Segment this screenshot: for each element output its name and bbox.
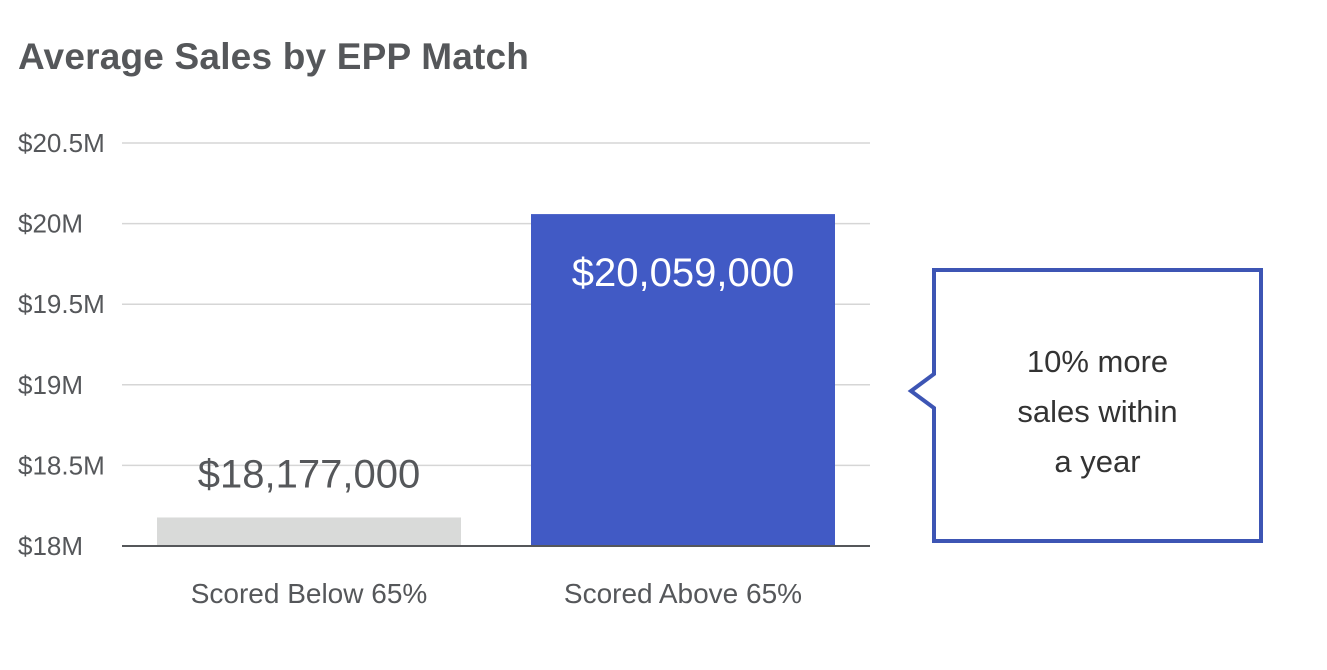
bars [157, 214, 835, 546]
category-label: Scored Above 65% [564, 578, 802, 609]
y-tick-label: $20.5M [18, 128, 105, 158]
data-label: $18,177,000 [198, 452, 420, 496]
bar [531, 214, 835, 546]
y-tick-label: $19.5M [18, 289, 105, 319]
callout-line: sales within [1017, 394, 1177, 429]
callout-box [907, 268, 1263, 543]
callout-line: a year [1054, 444, 1140, 479]
y-tick-label: $18M [18, 531, 83, 561]
chart-title: Average Sales by EPP Match [18, 36, 530, 77]
y-tick-label: $20M [18, 209, 83, 239]
category-label: Scored Below 65% [191, 578, 428, 609]
category-labels: Scored Below 65% Scored Above 65% [191, 578, 802, 609]
callout-annotation: 10% more sales within a year [907, 268, 1263, 543]
bar [157, 517, 461, 546]
data-labels: $18,177,000 $20,059,000 [198, 251, 794, 496]
data-label: $20,059,000 [572, 251, 794, 295]
callout-text: 10% more sales within a year [1017, 344, 1177, 479]
y-tick-label: $18.5M [18, 450, 105, 480]
callout-line: 10% more [1027, 344, 1168, 379]
y-tick-label: $19M [18, 370, 83, 400]
y-axis-ticks: $18M $18.5M $19M $19.5M $20M $20.5M [18, 128, 105, 561]
